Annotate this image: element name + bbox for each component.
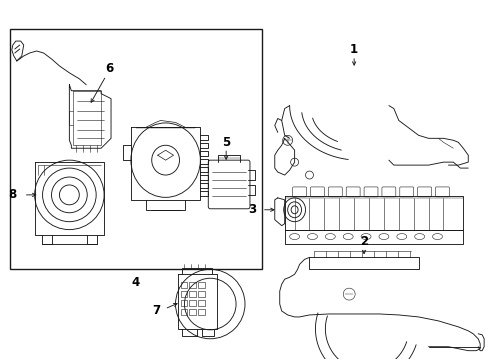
Text: 4: 4 [132,276,140,289]
Bar [198,291,205,297]
Bar [198,300,205,306]
Bar [190,291,196,297]
Bar [198,282,205,288]
Bar [198,309,205,315]
Text: 8: 8 [8,188,17,201]
Bar [190,282,196,288]
Text: 1: 1 [350,42,358,55]
Text: 2: 2 [360,235,368,248]
Bar [10,29,262,269]
Text: 3: 3 [248,203,256,216]
Text: 7: 7 [152,305,161,318]
Text: 6: 6 [105,62,113,75]
Bar [190,309,196,315]
Bar [180,291,188,297]
Text: 5: 5 [222,136,230,149]
Bar [180,300,188,306]
Bar [190,300,196,306]
Bar [180,309,188,315]
Bar [180,282,188,288]
